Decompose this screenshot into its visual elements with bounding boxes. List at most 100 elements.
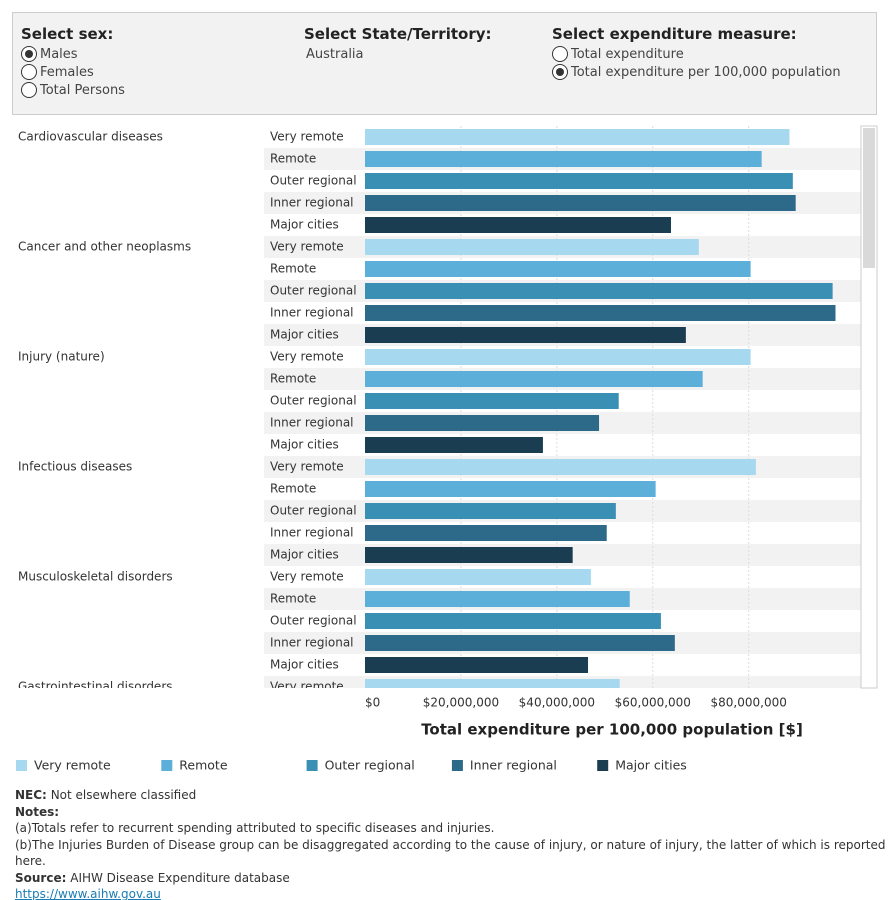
row-label: Very remote	[270, 350, 344, 364]
bar	[365, 195, 796, 211]
row-label: Very remote	[270, 570, 344, 584]
legend-label: Remote	[179, 758, 228, 773]
link[interactable]: https://www.aihw.gov.au	[15, 887, 161, 900]
bar	[365, 129, 790, 145]
bar	[365, 327, 686, 343]
filter-label: Select sex:	[21, 25, 114, 43]
chart: Cardiovascular diseases Very remote Remote…	[16, 125, 878, 773]
note: (a)Totals refer to recurrent spending at…	[15, 821, 495, 835]
filter-label: Select expenditure measure:	[552, 25, 797, 43]
bar	[365, 371, 703, 387]
scroll-thumb[interactable]	[863, 128, 875, 268]
bar	[365, 415, 600, 431]
radio[interactable]	[552, 46, 568, 62]
legend-swatch	[306, 760, 318, 771]
bar	[365, 349, 751, 365]
radio[interactable]	[21, 46, 37, 62]
row-label: Major cities	[270, 438, 339, 452]
bar	[365, 591, 630, 607]
category-label: Injury (nature)	[18, 350, 105, 364]
row-label: Outer regional	[270, 284, 357, 298]
filter-label: Select State/Territory:	[304, 25, 492, 43]
nec-label: NEC:	[15, 788, 47, 802]
row-label: Major cities	[270, 548, 339, 562]
row-label: Remote	[270, 262, 316, 276]
radio[interactable]	[21, 82, 37, 98]
legend-label: Outer regional	[325, 758, 415, 773]
radio-option[interactable]: Total Persons	[21, 81, 125, 99]
nec: Not elsewhere classified	[50, 788, 197, 802]
row-label: Major cities	[270, 658, 339, 672]
row-label: Remote	[270, 152, 316, 166]
row-label: Very remote	[270, 460, 344, 474]
x-tick-label: $20,000,000	[423, 696, 499, 710]
filter-panel: Select sex: Males Females Total Persons Se…	[12, 12, 877, 115]
radio[interactable]	[21, 64, 37, 80]
notes-heading: Notes:	[15, 804, 60, 819]
row-label: Very remote	[270, 240, 344, 254]
bar	[365, 173, 793, 189]
bar	[365, 613, 661, 629]
row-label: Very remote	[270, 130, 344, 144]
bar	[365, 503, 616, 519]
legend-label: Major cities	[615, 758, 687, 773]
row-label: Remote	[270, 482, 316, 496]
row-label: Inner regional	[270, 196, 354, 210]
row-label: Remote	[270, 702, 316, 716]
row-label: Major cities	[270, 328, 339, 342]
legend-swatch	[161, 760, 173, 771]
bar	[365, 393, 619, 409]
legend-swatch	[16, 760, 27, 771]
legend-swatch	[597, 760, 609, 771]
bar	[365, 239, 699, 255]
source-label: Source:	[15, 870, 67, 885]
x-tick-label: $40,000,000	[519, 696, 595, 710]
category-label: Infectious diseases	[18, 460, 132, 474]
row-label: Major cities	[270, 218, 339, 232]
radio-label: Total expenditure	[571, 46, 684, 62]
row-label: Outer regional	[270, 504, 357, 518]
row-label: Inner regional	[270, 306, 354, 320]
radio[interactable]	[552, 64, 568, 80]
radio-option[interactable]: Total expenditure	[552, 45, 684, 63]
category-label: Cardiovascular diseases	[18, 130, 163, 144]
bar	[365, 283, 833, 299]
bar	[365, 217, 671, 233]
legend-label: Very remote	[34, 758, 111, 773]
bar	[365, 261, 751, 277]
row-label: Remote	[270, 592, 316, 606]
bar	[365, 305, 836, 321]
legend-label: Inner regional	[470, 758, 557, 773]
row-label: Outer regional	[270, 614, 357, 628]
source: AIHW Disease Expenditure database	[70, 870, 290, 885]
category-label: Cancer and other neoplasms	[18, 240, 191, 254]
category-label: Musculoskeletal disorders	[18, 570, 173, 584]
state-value[interactable]: Australia	[306, 46, 364, 62]
radio-option[interactable]: Females	[21, 63, 94, 81]
bar	[365, 525, 607, 541]
bar	[365, 657, 589, 673]
radio-label: Males	[40, 46, 78, 62]
bar	[365, 459, 756, 475]
bar	[365, 635, 675, 651]
row-label: Outer regional	[270, 174, 357, 188]
bar	[365, 151, 762, 167]
row-label: Inner regional	[270, 636, 354, 650]
x-tick-label: $80,000,000	[711, 696, 787, 710]
radio-option[interactable]: Males	[21, 45, 78, 63]
radio-label: Total Persons	[40, 82, 125, 98]
x-tick-label: $60,000,000	[615, 696, 691, 710]
row-label: Inner regional	[270, 416, 354, 430]
bar	[365, 547, 573, 563]
row-label: Outer regional	[270, 724, 357, 738]
legend-swatch	[451, 760, 463, 771]
radio-option[interactable]: Total expenditure per 100,000 population	[552, 63, 841, 81]
category-label: Gastrointestinal disorders	[18, 680, 173, 694]
bar	[365, 437, 543, 453]
x-tick-label: $0	[365, 696, 380, 710]
row-label: Inner regional	[270, 526, 354, 540]
bar	[365, 481, 656, 497]
bar	[365, 569, 591, 585]
radio-label: Females	[40, 64, 94, 80]
